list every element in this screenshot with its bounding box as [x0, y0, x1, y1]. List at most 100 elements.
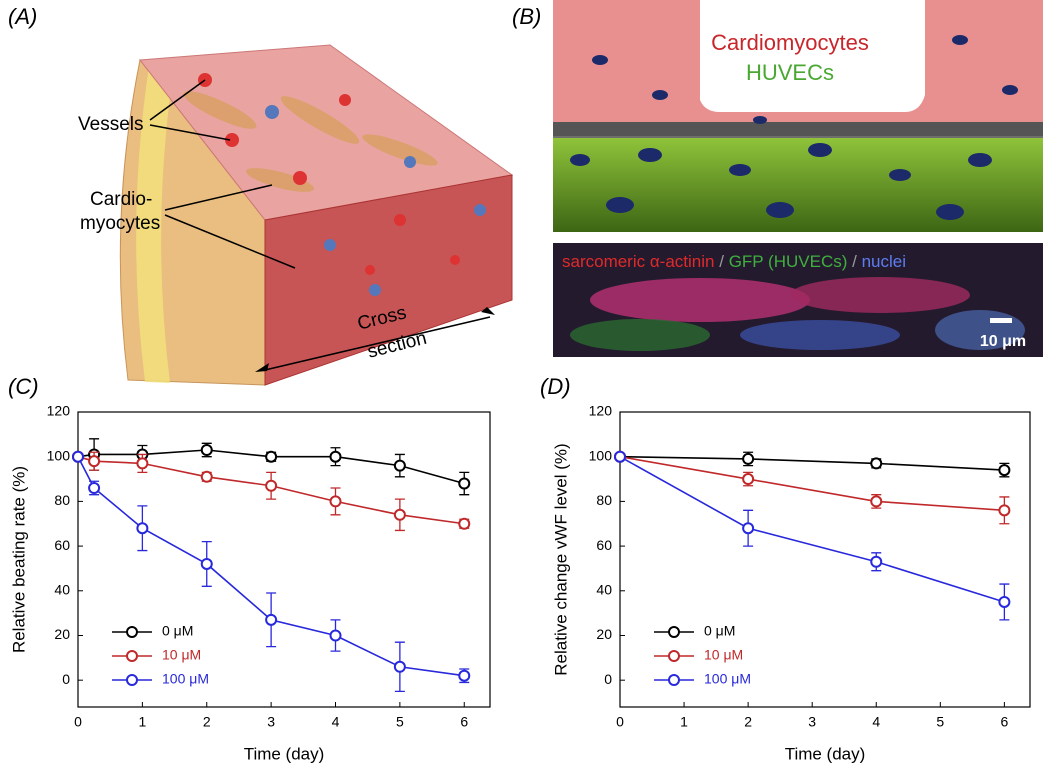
legend-label: 0 μM	[704, 623, 735, 639]
stain: nuclei	[862, 252, 906, 271]
fat-layer	[136, 60, 175, 383]
legend-marker	[126, 674, 138, 686]
data-point	[998, 464, 1011, 477]
x-axis-title: Time (day)	[244, 744, 325, 763]
y-tick-label: 60	[54, 537, 70, 553]
legend-marker	[668, 650, 680, 662]
legend-label: 10 μM	[704, 647, 743, 663]
x-tick-label: 4	[332, 714, 340, 730]
x-tick-label: 2	[744, 714, 752, 730]
data-point	[329, 629, 342, 642]
y-tick-label: 0	[604, 671, 612, 687]
y-tick-label: 80	[596, 492, 612, 508]
cell-patterns	[183, 91, 438, 192]
series-line	[77, 455, 465, 525]
plot-frame	[619, 411, 1031, 708]
x-tick-label: 1	[138, 714, 146, 730]
label: myocytes	[80, 213, 160, 234]
data-point	[614, 450, 626, 463]
series-line	[77, 449, 465, 485]
x-tick-label: 1	[680, 714, 688, 730]
legend-label: 0 μM	[162, 623, 193, 639]
y-tick-label: 60	[596, 537, 612, 553]
data-point	[88, 481, 101, 494]
data-point	[870, 555, 883, 568]
data-point	[998, 595, 1011, 608]
data-point	[742, 522, 755, 535]
plot-frame	[77, 411, 491, 708]
panel-label: (A)	[8, 4, 37, 29]
nuclei	[570, 35, 1018, 220]
legend-label: 100 μM	[162, 671, 209, 687]
channel	[700, 0, 925, 112]
series-line	[77, 456, 465, 677]
stain-legend: sarcomeric α-actinin / GFP (HUVECs) / nu…	[562, 252, 906, 271]
y-tick-label: 120	[589, 403, 613, 419]
x-axis-title: Time (day)	[785, 744, 866, 763]
x-tick-label: 4	[872, 714, 880, 730]
series-line	[619, 455, 1005, 471]
y-tick-label: 100	[47, 447, 71, 463]
scale-bar	[990, 318, 1012, 323]
panel-label: (D)	[540, 374, 571, 399]
y-tick-label: 80	[54, 492, 70, 508]
data-point	[393, 508, 406, 521]
y-tick-label: 40	[54, 581, 70, 597]
leader-lines	[149, 79, 491, 371]
x-tick-label: 6	[460, 714, 468, 730]
data-point	[265, 450, 278, 463]
y-tick-label: 120	[47, 403, 71, 419]
x-tick-label: 0	[616, 714, 624, 730]
panel-b: (B) Cardiomyocytes HUVECs sarcomeric α-a…	[512, 0, 1043, 357]
data-point	[742, 473, 755, 486]
x-tick-label: 3	[267, 714, 275, 730]
huvec-layer	[553, 138, 1043, 232]
data-point	[136, 522, 149, 535]
legend-marker	[126, 650, 138, 662]
label: Cardiomyocytes	[711, 30, 869, 55]
legend-marker	[668, 674, 680, 686]
legend-label: 10 μM	[162, 647, 201, 663]
data-point	[265, 613, 278, 626]
data-point	[458, 517, 471, 530]
x-tick-label: 2	[203, 714, 211, 730]
label: Cardio-	[90, 189, 152, 210]
panel-label: (B)	[512, 4, 541, 29]
legend-label: 100 μM	[704, 671, 751, 687]
y-tick-label: 20	[596, 626, 612, 642]
series-line	[619, 455, 1005, 603]
data-point	[200, 470, 213, 483]
data-point	[393, 660, 406, 673]
label: HUVECs	[746, 60, 834, 85]
data-point	[329, 495, 342, 508]
data-point	[329, 450, 342, 463]
x-tick-label: 3	[808, 714, 816, 730]
scale-label: 10 μm	[980, 333, 1026, 350]
legend-marker	[668, 626, 680, 638]
stain: /	[852, 252, 857, 271]
data-point	[88, 455, 101, 468]
y-axis-title: Relative beating rate (%)	[9, 466, 28, 653]
label: Vessels	[78, 114, 143, 135]
data-point	[870, 457, 883, 470]
data-point	[458, 477, 471, 490]
data-point	[870, 495, 883, 508]
x-tick-label: 5	[936, 714, 944, 730]
x-tick-label: 0	[74, 714, 82, 730]
data-point	[72, 450, 84, 463]
data-point	[998, 504, 1011, 517]
panel-a: (A) Vessels Cardio- myocytes Cross	[8, 4, 514, 386]
y-tick-label: 0	[62, 671, 70, 687]
data-point	[265, 479, 278, 492]
data-point	[458, 669, 471, 682]
data-point	[393, 459, 406, 472]
data-point	[136, 457, 149, 470]
y-tick-label: 20	[54, 626, 70, 642]
data-point	[742, 452, 755, 465]
panel-label: (C)	[8, 374, 39, 399]
membrane	[553, 122, 1043, 136]
y-tick-label: 100	[589, 447, 613, 463]
series-line	[619, 455, 1005, 512]
x-tick-label: 5	[396, 714, 404, 730]
